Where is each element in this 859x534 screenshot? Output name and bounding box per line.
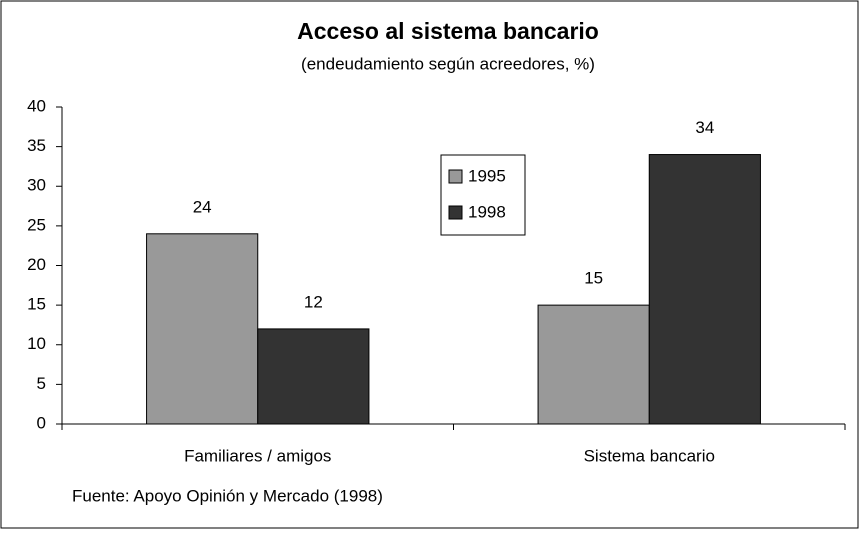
chart-title: Acceso al sistema bancario: [297, 18, 599, 44]
data-label: 24: [193, 197, 212, 216]
bar: [648, 154, 761, 425]
legend-label: 1995: [468, 166, 506, 185]
data-label: 12: [304, 292, 323, 311]
x-tick-label: Sistema bancario: [584, 446, 715, 465]
y-tick-label: 40: [27, 96, 46, 115]
y-tick-label: 10: [27, 334, 46, 353]
y-tick-label: 15: [27, 295, 46, 314]
chart-subtitle: (endeudamiento según acreedores, %): [301, 54, 595, 73]
source-note: Fuente: Apoyo Opinión y Mercado (1998): [72, 486, 383, 505]
bar: [257, 328, 370, 425]
legend-swatch: [448, 169, 463, 184]
legend-box: [440, 154, 526, 236]
data-label: 15: [584, 269, 603, 288]
data-label: 34: [695, 118, 714, 137]
bar: [537, 304, 650, 425]
y-tick-label: 5: [37, 374, 46, 393]
y-tick-label: 20: [27, 255, 46, 274]
y-tick-label: 35: [27, 136, 46, 155]
x-tick-label: Familiares / amigos: [184, 446, 331, 465]
y-tick-label: 30: [27, 176, 46, 195]
legend-swatch: [448, 205, 463, 220]
bar: [146, 233, 259, 425]
y-tick-label: 0: [37, 413, 46, 432]
y-tick-label: 25: [27, 215, 46, 234]
legend-label: 1998: [468, 202, 506, 221]
